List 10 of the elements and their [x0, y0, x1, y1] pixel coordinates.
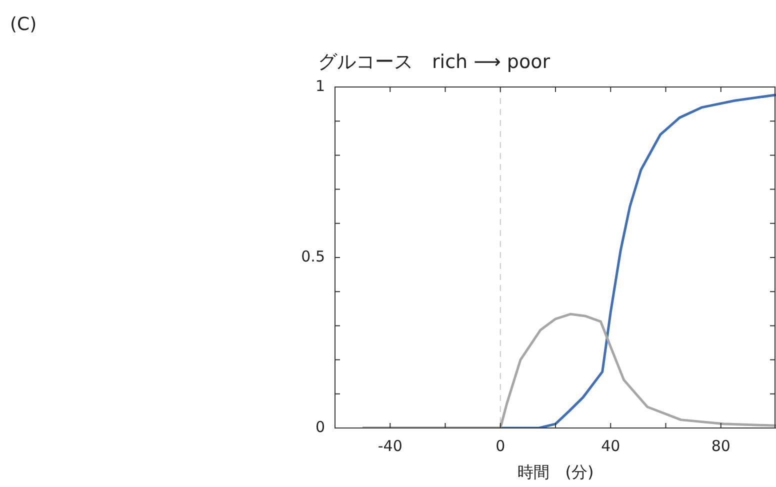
x-tick-label: -40: [378, 436, 402, 455]
x-axis-title: 時間 (分): [517, 462, 594, 482]
chart-title: グルコース rich ⟶ poor: [318, 51, 550, 73]
text: (C): [10, 14, 37, 35]
y-tick-label: 0.5: [301, 247, 325, 266]
y-tick-label: 0: [315, 418, 325, 436]
x-tick-label: 0: [496, 436, 506, 455]
x-tick-label: 80: [711, 436, 730, 455]
y-tick-label: 1: [315, 76, 325, 95]
x-tick-label: 40: [601, 436, 620, 455]
